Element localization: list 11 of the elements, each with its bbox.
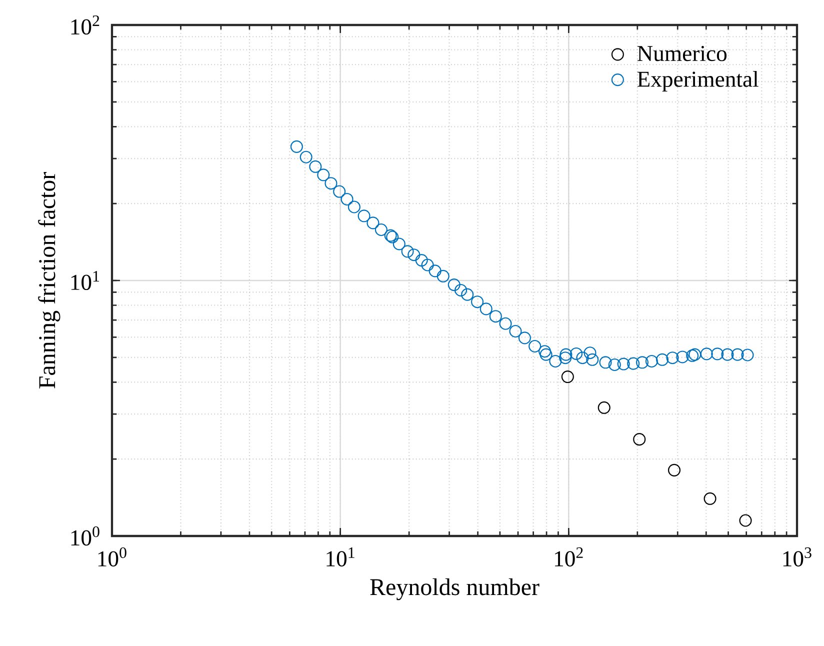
x-tick-label: 10$^{1}$ (326, 547, 354, 566)
x-axis-title: Reynolds number (370, 578, 540, 600)
x-tick-label: 10$^{3}$ (783, 547, 812, 566)
y-tick-label: 10$^{0}$ (71, 526, 100, 546)
y-tick-label: 10$^{2}$ (71, 15, 100, 35)
legend-label: Numerico (637, 46, 727, 62)
y-tick-label: 10$^{1}$ (71, 270, 100, 290)
legend-label: Experimental (637, 70, 758, 92)
y-axis-title: Fanning friction factor (38, 172, 60, 388)
x-tick-label: 10$^{2}$ (555, 547, 583, 566)
x-tick-label: 10$^{0}$ (98, 547, 126, 567)
